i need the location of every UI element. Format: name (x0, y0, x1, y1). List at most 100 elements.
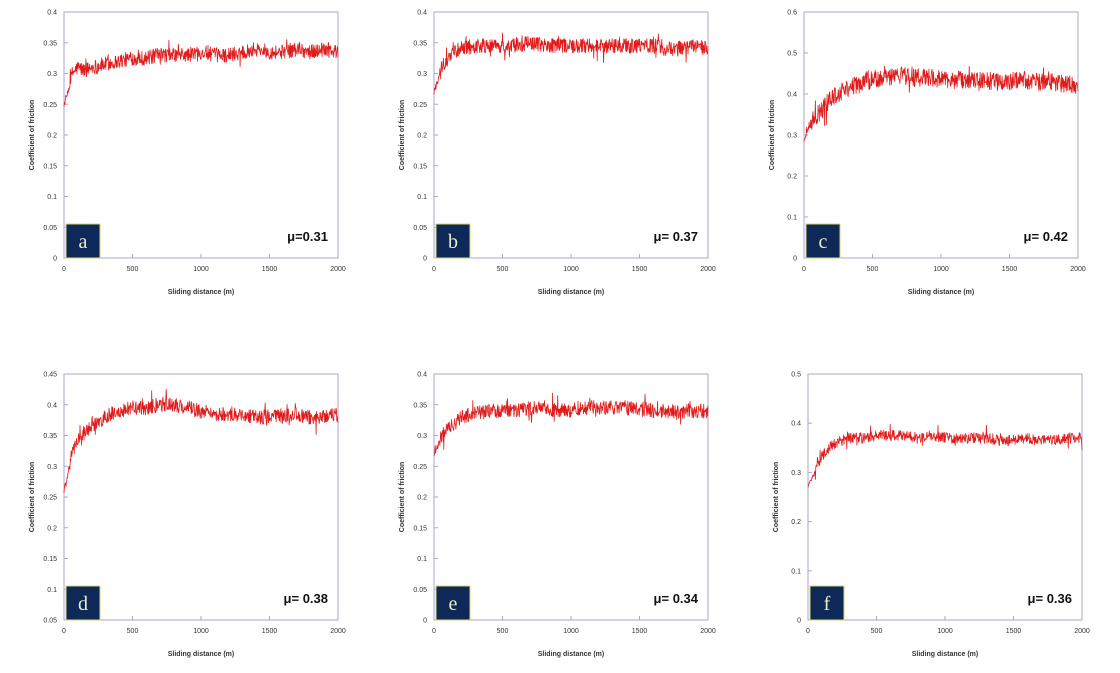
chart-svg: 0 0.05 0.1 0.15 0.2 0.25 0.3 0.35 0.4 0 500 1000 150… (399, 372, 716, 659)
x-axis-label: Sliding distance (m) (912, 651, 979, 658)
y-tick-label: 0.45 (43, 372, 57, 379)
y-tick-label: 0.1 (417, 194, 427, 201)
chart-panel-b: 0 0.05 0.1 0.15 0.2 0.25 0.3 0.35 0.4 0 500 1000 150… (378, 8, 718, 308)
y-tick-label: 0.2 (47, 525, 57, 532)
y-tick-label: 0.4 (791, 421, 801, 428)
y-tick-label: 0 (797, 618, 801, 625)
y-tick-label: 0.25 (43, 102, 57, 109)
y-tick-label: 0.1 (417, 556, 427, 563)
y-tick-label: 0.1 (47, 587, 57, 594)
y-tick-label: 0.35 (413, 40, 427, 47)
y-axis-label: Coefficient of friction (773, 462, 780, 532)
plot-frame (807, 373, 1083, 621)
y-tick-label: 0.25 (413, 464, 427, 471)
x-tick-label: 1500 (1006, 628, 1022, 635)
series-line (803, 65, 1079, 143)
x-tick-label: 1500 (262, 266, 278, 273)
panel-letter: b (448, 231, 458, 253)
x-tick-label: 500 (127, 266, 139, 273)
x-tick-label: 500 (867, 266, 879, 273)
panel-letter: e (449, 593, 458, 615)
y-tick-label: 0.35 (43, 433, 57, 440)
y-axis-label: Coefficient of friction (769, 100, 776, 170)
x-tick-label: 500 (497, 628, 509, 635)
x-axis-label: Sliding distance (m) (908, 289, 975, 296)
y-tick-label: 0.25 (413, 102, 427, 109)
series-line (63, 388, 339, 494)
x-axis-label: Sliding distance (m) (168, 289, 235, 296)
y-tick-label: 0.4 (417, 10, 427, 17)
y-tick-label: 0.2 (47, 133, 57, 140)
panel-letter-box (435, 585, 471, 621)
x-tick-label: 500 (127, 628, 139, 635)
y-tick-label: 0.15 (413, 525, 427, 532)
panel-letter-box (65, 223, 101, 259)
x-axis-label: Sliding distance (m) (168, 651, 235, 658)
y-axis-label: Coefficient of friction (399, 462, 406, 532)
y-tick-label: 0.35 (413, 402, 427, 409)
x-tick-label: 0 (806, 628, 810, 635)
y-tick-label: 0.15 (413, 163, 427, 170)
y-tick-label: 0.2 (787, 174, 797, 181)
y-tick-label: 0.1 (791, 568, 801, 575)
y-tick-label: 0.05 (43, 225, 57, 232)
y-tick-label: 0.1 (787, 215, 797, 222)
y-axis-label: Coefficient of friction (29, 100, 36, 170)
x-tick-label: 2000 (1070, 266, 1086, 273)
panel-letter: f (824, 593, 831, 615)
y-tick-label: 0.4 (47, 10, 57, 17)
y-tick-label: 0.5 (787, 51, 797, 58)
plot-frame (803, 11, 1079, 259)
y-tick-label: 0.2 (791, 519, 801, 526)
y-tick-label: 0.3 (417, 71, 427, 78)
x-tick-label: 1000 (193, 266, 209, 273)
x-tick-label: 1500 (632, 266, 648, 273)
panel-letter: d (78, 593, 88, 615)
series-line (433, 392, 709, 457)
y-tick-label: 0.1 (47, 194, 57, 201)
y-tick-label: 0.3 (47, 464, 57, 471)
y-tick-label: 0.4 (787, 92, 797, 99)
chart-svg: 0 0.1 0.2 0.3 0.4 0.5 0 500 1000 1500 2000 Sliding … (773, 372, 1090, 659)
chart-panel-d: 0.05 0.1 0.15 0.2 0.25 0.3 0.35 0.4 0.45 0 500 1000… (8, 370, 348, 670)
y-tick-label: 0.6 (787, 10, 797, 17)
y-tick-label: 0.15 (43, 163, 57, 170)
x-tick-label: 0 (62, 266, 66, 273)
friction-annotation: μ= 0.38 (284, 591, 328, 606)
chart-svg: 0 0.05 0.1 0.15 0.2 0.25 0.3 0.35 0.4 0 500 1000 150… (29, 10, 346, 297)
y-axis-label: Coefficient of friction (399, 100, 406, 170)
x-axis-label: Sliding distance (m) (538, 651, 605, 658)
y-tick-label: 0.05 (43, 618, 57, 625)
x-tick-label: 0 (432, 628, 436, 635)
y-tick-label: 0.3 (791, 470, 801, 477)
x-axis-label: Sliding distance (m) (538, 289, 605, 296)
y-tick-label: 0 (423, 618, 427, 625)
chart-panel-e: 0 0.05 0.1 0.15 0.2 0.25 0.3 0.35 0.4 0 500 1000 150… (378, 370, 718, 670)
friction-annotation: μ= 0.36 (1028, 591, 1072, 606)
x-tick-label: 2000 (1074, 628, 1090, 635)
panel-letter: c (819, 231, 828, 253)
series-line (433, 32, 709, 95)
x-tick-label: 1000 (563, 628, 579, 635)
x-tick-label: 1000 (563, 266, 579, 273)
y-tick-label: 0.3 (47, 71, 57, 78)
chart-svg: 0.05 0.1 0.15 0.2 0.25 0.3 0.35 0.4 0.45 0 500 1000… (29, 372, 346, 659)
x-tick-label: 500 (497, 266, 509, 273)
panel-letter: a (79, 231, 88, 253)
x-tick-label: 1500 (262, 628, 278, 635)
y-tick-label: 0.25 (43, 495, 57, 502)
x-tick-label: 500 (871, 628, 883, 635)
chart-panel-f: 0 0.1 0.2 0.3 0.4 0.5 0 500 1000 1500 2000 Sliding … (752, 370, 1092, 670)
chart-panel-c: 0 0.1 0.2 0.3 0.4 0.5 0.6 0 500 1000 1500 2000 Slidi… (748, 8, 1088, 308)
series-line (63, 39, 339, 107)
x-tick-label: 1000 (933, 266, 949, 273)
y-tick-label: 0 (423, 256, 427, 263)
y-tick-label: 0.05 (413, 587, 427, 594)
friction-annotation: μ= 0.37 (654, 229, 698, 244)
x-tick-label: 2000 (700, 628, 716, 635)
x-tick-label: 1500 (632, 628, 648, 635)
panel-letter-box (805, 223, 841, 259)
y-tick-label: 0.4 (47, 402, 57, 409)
panel-letter-box (809, 585, 845, 621)
